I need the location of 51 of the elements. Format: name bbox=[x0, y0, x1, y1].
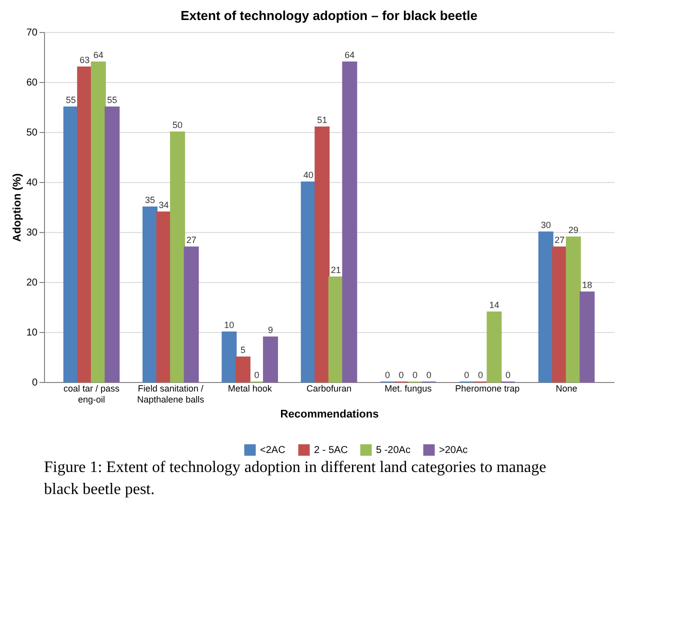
data-label: 34 bbox=[158, 200, 169, 210]
legend-label: >20Ac bbox=[439, 445, 468, 456]
data-label: 64 bbox=[93, 50, 104, 60]
y-tick-label: 0 bbox=[32, 378, 38, 388]
data-label: 10 bbox=[224, 320, 234, 330]
data-label: 18 bbox=[582, 280, 592, 290]
data-label: 0 bbox=[412, 370, 418, 380]
legend-label: <2AC bbox=[260, 445, 286, 456]
data-label: 0 bbox=[478, 370, 483, 380]
y-tick-label: 60 bbox=[26, 78, 38, 88]
data-label: 55 bbox=[107, 95, 118, 105]
data-label: 63 bbox=[80, 55, 90, 65]
data-label: 50 bbox=[172, 120, 183, 130]
data-label: 51 bbox=[317, 115, 328, 125]
y-tick-label: 70 bbox=[26, 28, 38, 38]
x-tick-label: Pheromone trap bbox=[455, 384, 520, 394]
data-label: 0 bbox=[426, 370, 432, 380]
data-label: 5 bbox=[240, 345, 246, 355]
data-label: 14 bbox=[489, 300, 500, 310]
data-label: 40 bbox=[303, 170, 314, 180]
x-tick-label: Carbofuran bbox=[306, 384, 352, 394]
legend-label: 2 - 5AC bbox=[314, 445, 348, 456]
caption: Figure 1: Extent of technology adoption in different land categories to manage black beetle pest. bbox=[44, 459, 546, 498]
x-tick-label: None bbox=[556, 384, 578, 394]
data-label: 29 bbox=[568, 225, 578, 235]
data-label: 27 bbox=[554, 235, 565, 245]
data-label: 64 bbox=[344, 50, 355, 60]
x-tick-label: Metal hook bbox=[228, 384, 272, 394]
data-label: 0 bbox=[398, 370, 404, 380]
y-tick-label: 20 bbox=[26, 278, 38, 288]
data-label: 35 bbox=[145, 195, 156, 205]
legend-label: 5 -20Ac bbox=[376, 445, 410, 456]
data-label: 27 bbox=[186, 235, 196, 245]
x-axis-title: Recommendations bbox=[280, 408, 379, 420]
chart-title: Extent of technology adoption – for black beetle bbox=[180, 8, 478, 23]
data-label: 0 bbox=[505, 370, 510, 380]
data-label: 55 bbox=[66, 95, 76, 105]
x-tick-label: Met. fungus bbox=[384, 384, 432, 394]
y-tick-label: 50 bbox=[26, 128, 38, 138]
y-axis-title: Adoption (%) bbox=[11, 172, 24, 242]
data-label: 0 bbox=[254, 370, 260, 380]
y-tick-label: 10 bbox=[26, 328, 38, 338]
x-tick-label: Field sanitation / Napthalene balls bbox=[137, 384, 205, 404]
data-label: 9 bbox=[268, 325, 273, 335]
data-label: 21 bbox=[330, 265, 341, 275]
y-tick-label: 40 bbox=[26, 178, 38, 188]
data-label: 0 bbox=[464, 370, 470, 380]
data-label: 0 bbox=[385, 370, 390, 380]
data-label: 30 bbox=[540, 220, 551, 230]
y-tick-label: 30 bbox=[26, 228, 38, 238]
x-tick-label: coal tar / pass eng-oil bbox=[63, 384, 120, 404]
